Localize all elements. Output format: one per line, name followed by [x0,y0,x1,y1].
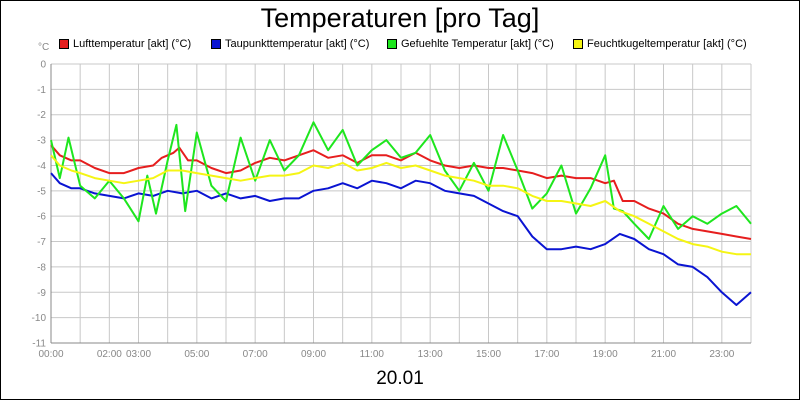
legend-label-taupunkttemperatur: Taupunkttemperatur [akt] (°C) [225,38,370,50]
legend-label-gefuehlte: Gefuehlte Temperatur [akt] (°C) [401,38,554,50]
legend-item-gefuehlte: Gefuehlte Temperatur [akt] (°C) [387,38,554,50]
y-tick-label: 0 [40,60,46,71]
legend-swatch-lufttemperatur [59,39,69,49]
x-tick-label: 00:00 [38,349,63,360]
legend-label-feuchtkugel: Feuchtkugeltemperatur [akt] (°C) [587,38,747,50]
x-tick-label: 23:00 [709,349,734,360]
x-tick-label: 05:00 [184,349,209,360]
x-tick-label: 03:00 [126,349,151,360]
series-line-1 [50,172,752,306]
legend-item-lufttemperatur: Lufttemperatur [akt] (°C) [59,38,191,50]
y-axis-unit: °C [38,42,50,53]
x-tick-label: 11:00 [360,349,385,360]
series-line-2 [50,121,752,240]
x-tick-label: 02:00 [97,349,122,360]
legend-label-lufttemperatur: Lufttemperatur [akt] (°C) [73,38,192,50]
x-axis-date-label: 20.01 [376,368,424,389]
x-tick-label: 17:00 [534,349,559,360]
y-tick-label: -3 [37,136,46,147]
legend-item-feuchtkugel: Feuchtkugeltemperatur [akt] (°C) [573,38,747,50]
x-tick-label: 13:00 [418,349,443,360]
x-tick-label: 09:00 [301,349,326,360]
series-line-0 [50,144,752,240]
y-tick-label: -4 [37,161,46,172]
chart-title: Temperaturen [pro Tag] [260,3,540,33]
y-tick-label: -10 [32,313,47,324]
y-tick-label: -7 [37,237,46,248]
y-tick-label: -11 [32,339,46,350]
legend-swatch-gefuehlte [387,39,397,49]
legend-item-taupunkttemperatur: Taupunkttemperatur [akt] (°C) [211,38,369,50]
x-tick-label: 15:00 [476,349,501,360]
series-line-3 [50,154,751,256]
y-tick-label: -5 [37,186,46,197]
y-tick-label: -2 [37,110,46,121]
legend-swatch-feuchtkugel [573,39,583,49]
y-tick-label: -8 [37,262,46,273]
legend-swatch-taupunkttemperatur [211,39,221,49]
x-tick-label: 19:00 [593,349,618,360]
y-tick-label: -9 [37,288,46,299]
x-tick-label: 21:00 [651,349,676,360]
y-tick-label: -1 [37,85,46,96]
y-tick-label: -6 [37,212,46,223]
x-tick-label: 07:00 [243,349,268,360]
